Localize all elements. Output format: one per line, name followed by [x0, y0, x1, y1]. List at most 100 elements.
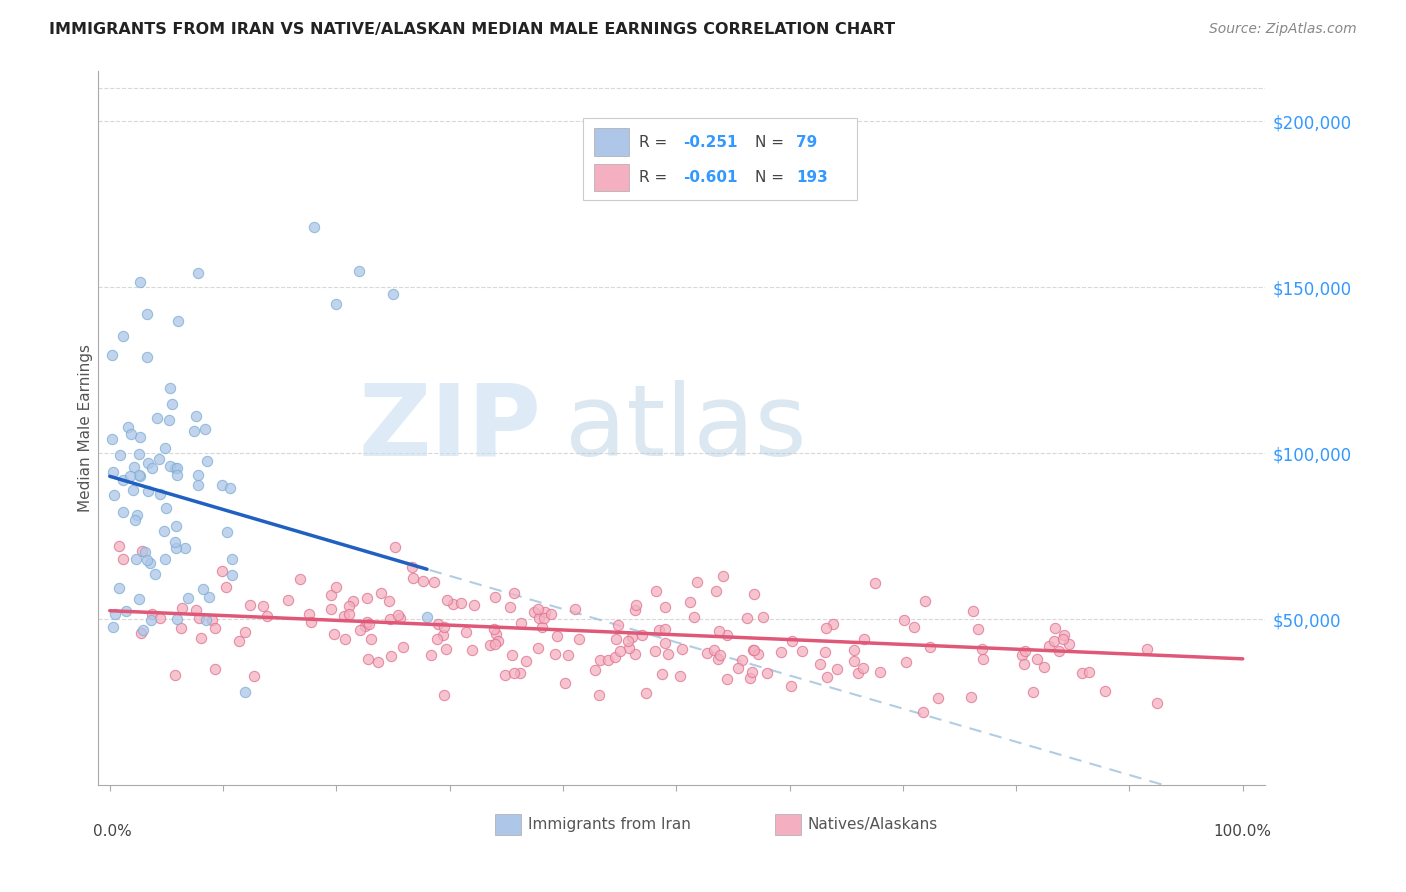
Point — [1136, 641, 1159, 656]
Point — [135, 553, 157, 567]
Point — [188, 611, 211, 625]
Point — [741, 665, 763, 679]
Point — [526, 641, 548, 656]
Point — [927, 690, 949, 705]
Point — [588, 688, 610, 702]
Point — [335, 632, 357, 646]
Point — [124, 513, 146, 527]
Point — [1077, 665, 1099, 679]
Point — [356, 615, 378, 629]
Bar — [595, 164, 630, 191]
Point — [671, 641, 693, 656]
Point — [852, 661, 875, 675]
Point — [716, 628, 738, 642]
Point — [401, 560, 423, 574]
Point — [825, 662, 848, 676]
Point — [844, 643, 866, 657]
Point — [751, 609, 773, 624]
Point — [200, 613, 222, 627]
Point — [616, 634, 638, 648]
Point — [1026, 651, 1049, 665]
Point — [197, 454, 219, 468]
Point — [148, 451, 170, 466]
Point — [651, 666, 673, 681]
Point — [186, 603, 208, 617]
Point — [624, 603, 647, 617]
Point — [626, 598, 648, 612]
Point — [696, 646, 718, 660]
Point — [387, 608, 409, 623]
Point — [288, 572, 311, 586]
Point — [159, 381, 181, 395]
Point — [434, 641, 457, 656]
Point — [654, 636, 676, 650]
Point — [644, 644, 666, 658]
Point — [354, 619, 377, 633]
Point — [378, 612, 401, 626]
Point — [319, 588, 342, 602]
Point — [603, 649, 626, 664]
Point — [356, 591, 378, 605]
Point — [433, 620, 456, 634]
Point — [813, 645, 835, 659]
Point — [187, 266, 209, 280]
Point — [384, 541, 406, 555]
Point — [299, 615, 322, 629]
Point — [494, 668, 516, 682]
Point — [706, 652, 728, 666]
Point — [359, 616, 381, 631]
Point — [128, 275, 150, 289]
Point — [114, 604, 136, 618]
Point — [419, 648, 441, 663]
Point — [103, 488, 125, 502]
Text: N =: N = — [755, 170, 789, 186]
Point — [869, 665, 891, 680]
Text: 79: 79 — [796, 135, 817, 150]
Point — [1043, 621, 1066, 635]
Point — [654, 599, 676, 614]
Point — [912, 705, 935, 719]
Point — [1038, 639, 1060, 653]
Point — [589, 653, 612, 667]
Point — [1022, 685, 1045, 699]
Point — [211, 564, 233, 578]
Point — [243, 669, 266, 683]
Text: ZIP: ZIP — [359, 380, 541, 476]
Point — [141, 460, 163, 475]
Point — [534, 605, 557, 619]
Point — [716, 672, 738, 686]
Point — [139, 613, 162, 627]
Point — [617, 641, 640, 656]
Point — [166, 314, 188, 328]
Point — [101, 349, 124, 363]
Point — [360, 632, 382, 646]
Point — [145, 567, 167, 582]
Point — [378, 594, 401, 608]
Point — [322, 627, 344, 641]
Point — [215, 580, 238, 594]
Point — [808, 657, 831, 671]
Point — [149, 486, 172, 500]
Point — [683, 610, 706, 624]
Point — [679, 595, 702, 609]
Point — [533, 611, 555, 625]
Point — [131, 544, 153, 558]
Point — [1011, 648, 1033, 662]
Point — [546, 629, 568, 643]
Point — [104, 607, 127, 621]
Point — [634, 686, 657, 700]
Point — [1014, 644, 1036, 658]
Point — [388, 611, 411, 625]
Point — [727, 661, 749, 675]
Point — [125, 551, 148, 566]
Point — [686, 574, 709, 589]
Point — [155, 500, 177, 515]
Y-axis label: Median Male Earnings: Median Male Earnings — [77, 344, 93, 512]
Point — [342, 593, 364, 607]
Point — [790, 644, 813, 658]
Point — [461, 643, 484, 657]
Point — [815, 670, 838, 684]
Point — [846, 665, 869, 680]
Text: -0.251: -0.251 — [683, 135, 738, 150]
Point — [108, 448, 131, 462]
